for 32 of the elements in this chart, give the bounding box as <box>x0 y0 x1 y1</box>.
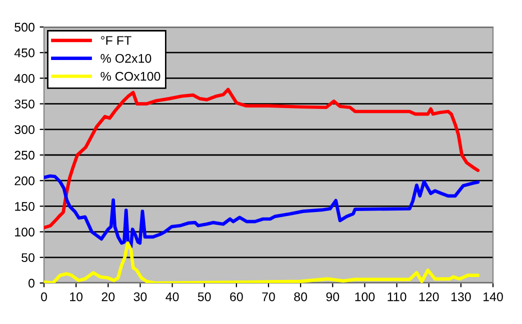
legend-label: % COx100 <box>100 72 160 81</box>
x-tick-label: 90 <box>326 292 340 302</box>
x-tick-label: 40 <box>166 292 179 302</box>
y-tick-label: 50 <box>22 253 34 262</box>
y-tick-label: 200 <box>14 176 34 186</box>
y-tick-label: 500 <box>14 22 34 32</box>
y-tick-label: 350 <box>14 100 34 108</box>
x-tick-label: 10 <box>70 292 83 302</box>
y-tick-label: 250 <box>14 150 34 160</box>
x-tick-label: 100 <box>355 292 375 302</box>
y-tick-label: 450 <box>14 48 34 58</box>
x-tick-label: 130 <box>451 292 471 302</box>
x-tick-label: 50 <box>198 292 211 302</box>
y-tick-label: 150 <box>15 202 34 211</box>
x-tick-label: 110 <box>388 292 406 302</box>
y-tick-label: 100 <box>15 228 34 236</box>
x-tick-label: 20 <box>102 292 115 302</box>
legend-label: °F FT <box>100 36 132 45</box>
x-tick-label: 80 <box>294 292 308 302</box>
x-tick-label: 60 <box>230 292 243 302</box>
y-tick-label: 300 <box>14 125 34 134</box>
legend-label: % O2x10 <box>100 54 152 63</box>
x-tick-label: 30 <box>134 292 147 302</box>
x-tick-label: 120 <box>419 292 439 302</box>
x-tick-label: 70 <box>262 292 275 302</box>
y-tick-label: 0 <box>28 278 34 288</box>
x-tick-label: 140 <box>484 292 503 302</box>
line-series <box>44 174 480 249</box>
y-tick-label: 400 <box>14 74 34 83</box>
x-tick-label: 0 <box>41 292 47 302</box>
line-series <box>44 241 480 283</box>
line-series <box>44 88 480 230</box>
